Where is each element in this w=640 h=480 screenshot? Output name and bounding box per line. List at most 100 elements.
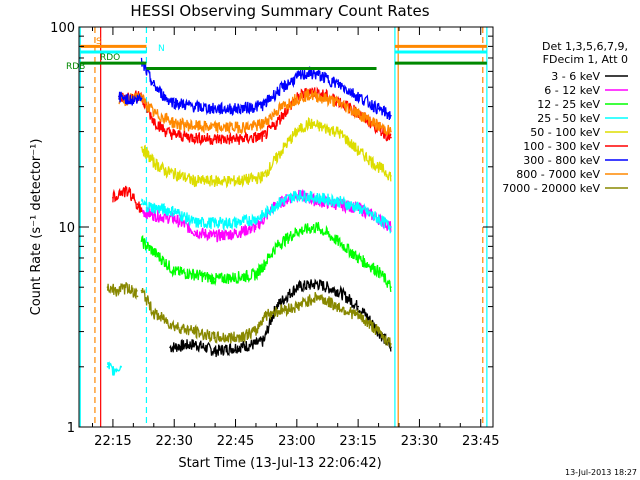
data-point: [316, 282, 319, 285]
data-point: [214, 221, 216, 224]
data-point: [124, 97, 127, 100]
data-point: [234, 346, 237, 349]
data-point: [152, 206, 155, 209]
data-point: [389, 136, 392, 139]
series-line: [140, 88, 392, 136]
data-point: [357, 257, 360, 259]
data-point: [336, 289, 339, 292]
legend-label: 6 - 12 keV: [544, 84, 600, 97]
data-point: [152, 312, 155, 315]
data-point: [263, 135, 266, 137]
series-line: [140, 288, 391, 348]
data-point: [136, 295, 139, 298]
data-point: [234, 336, 237, 339]
data-point: [357, 314, 360, 317]
data-point: [234, 138, 237, 141]
data-point: [377, 217, 380, 220]
data-point: [275, 122, 278, 125]
data-point: [234, 232, 237, 235]
data-point: [193, 273, 196, 276]
legend: Det 1,3,5,6,7,9,FDecim 1, Att 0 3 - 6 keV…: [502, 40, 628, 195]
data-point: [377, 270, 380, 273]
data-point: [173, 122, 176, 125]
series-line: [106, 360, 122, 376]
data-point: [295, 97, 298, 100]
data-point: [193, 230, 196, 233]
data-point: [255, 343, 257, 345]
data-point: [214, 350, 216, 352]
data-point: [357, 206, 360, 209]
data-point: [165, 130, 167, 133]
data-point: [255, 226, 257, 228]
data-point: [275, 245, 278, 248]
x-tick-label: 23:00: [278, 434, 315, 449]
plot-area: [79, 27, 488, 427]
data-point: [255, 136, 257, 139]
legend-header: Det 1,3,5,6,7,9,: [542, 40, 628, 53]
series-line: [112, 185, 143, 214]
y-axis-label: Count Rate (s⁻¹ detector⁻¹): [29, 139, 44, 316]
data-point: [308, 122, 310, 125]
x-axis-label: Start Time (13-Jul-13 22:06:42): [178, 456, 381, 471]
data-point: [263, 314, 266, 317]
flag-label: RDB: [66, 62, 85, 72]
data-point: [173, 101, 176, 104]
data-point: [128, 286, 131, 289]
data-point: [193, 136, 196, 139]
x-tick-label: 23:15: [339, 434, 376, 449]
data-point: [214, 235, 216, 238]
data-point: [263, 217, 266, 220]
data-point: [214, 138, 216, 141]
data-point: [152, 213, 155, 216]
data-point: [389, 114, 392, 117]
legend-label: 25 - 50 keV: [537, 112, 600, 125]
data-point: [255, 330, 257, 333]
data-point: [140, 97, 143, 100]
data-point: [169, 346, 172, 349]
data-point: [316, 125, 319, 127]
data-point: [234, 126, 237, 129]
data-point: [152, 251, 155, 253]
data-point: [275, 157, 278, 160]
data-point: [173, 133, 176, 136]
data-point: [193, 221, 196, 224]
data-point: [173, 172, 176, 175]
data-point: [234, 107, 237, 110]
data-point: [193, 125, 196, 127]
series-line: [169, 278, 392, 358]
data-point: [316, 196, 319, 199]
y-tick-label: 1: [67, 421, 75, 436]
data-point: [295, 286, 298, 289]
data-point: [255, 125, 257, 127]
data-point: [389, 286, 392, 289]
legend-label: 800 - 7000 keV: [516, 168, 600, 181]
data-point: [255, 273, 257, 276]
data-point: [336, 82, 339, 85]
y-tick-label: 100: [50, 21, 75, 36]
series-line: [118, 91, 143, 106]
x-tick-label: 22:30: [155, 434, 192, 449]
x-axis: 22:15 22:30 22:45 23:00 23:15 23:30 23:45: [91, 27, 499, 449]
data-point: [336, 200, 339, 202]
data-point: [234, 221, 237, 224]
legend-label: 7000 - 20000 keV: [502, 182, 600, 195]
footer-date: 13-Jul-2013 18:27: [565, 468, 637, 477]
data-point: [263, 213, 266, 216]
data-point: [193, 330, 196, 333]
data-point: [118, 95, 120, 98]
data-point: [140, 289, 143, 292]
series-line: [140, 221, 392, 292]
data-point: [120, 365, 122, 368]
series-line: [140, 57, 392, 121]
data-point: [234, 180, 237, 182]
data-point: [165, 117, 167, 120]
data-point: [173, 270, 176, 273]
data-point: [377, 125, 380, 127]
data-point: [165, 97, 167, 100]
data-point: [389, 130, 392, 133]
data-point: [295, 130, 298, 133]
data-point: [152, 119, 155, 122]
data-point: [295, 193, 298, 196]
data-point: [275, 91, 278, 94]
